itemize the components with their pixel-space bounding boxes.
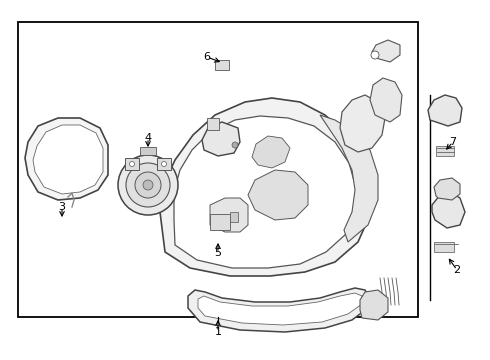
Polygon shape [252,136,290,168]
Circle shape [129,162,134,166]
Circle shape [135,172,161,198]
Bar [434,242,454,252]
Polygon shape [432,192,465,228]
Text: 1: 1 [215,327,221,337]
Polygon shape [160,98,372,276]
Text: 5: 5 [215,248,221,258]
Circle shape [118,155,178,215]
Bar [230,212,238,222]
Polygon shape [25,118,108,200]
Bar [125,158,139,170]
Polygon shape [360,290,388,320]
Polygon shape [188,288,370,332]
Polygon shape [202,122,240,156]
Polygon shape [340,95,385,152]
Bar [18,22,418,317]
Text: 6: 6 [203,52,211,62]
Polygon shape [320,115,378,242]
Text: 4: 4 [145,133,151,143]
Bar [157,158,171,170]
Polygon shape [210,198,248,232]
Text: 7: 7 [449,137,457,147]
Bar [207,118,219,130]
Circle shape [371,51,379,59]
Polygon shape [198,293,362,325]
Polygon shape [370,78,402,122]
Bar [210,214,230,230]
Bar [215,60,229,70]
Circle shape [162,162,167,166]
Circle shape [126,163,170,207]
Bar [140,147,156,155]
Polygon shape [372,40,400,62]
Polygon shape [174,116,356,268]
Circle shape [143,180,153,190]
Polygon shape [248,170,308,220]
Text: 2: 2 [453,265,461,275]
Circle shape [232,142,238,148]
Polygon shape [428,95,462,126]
Polygon shape [33,125,103,194]
Text: 3: 3 [58,202,66,212]
Polygon shape [434,178,460,200]
Bar [436,146,454,156]
